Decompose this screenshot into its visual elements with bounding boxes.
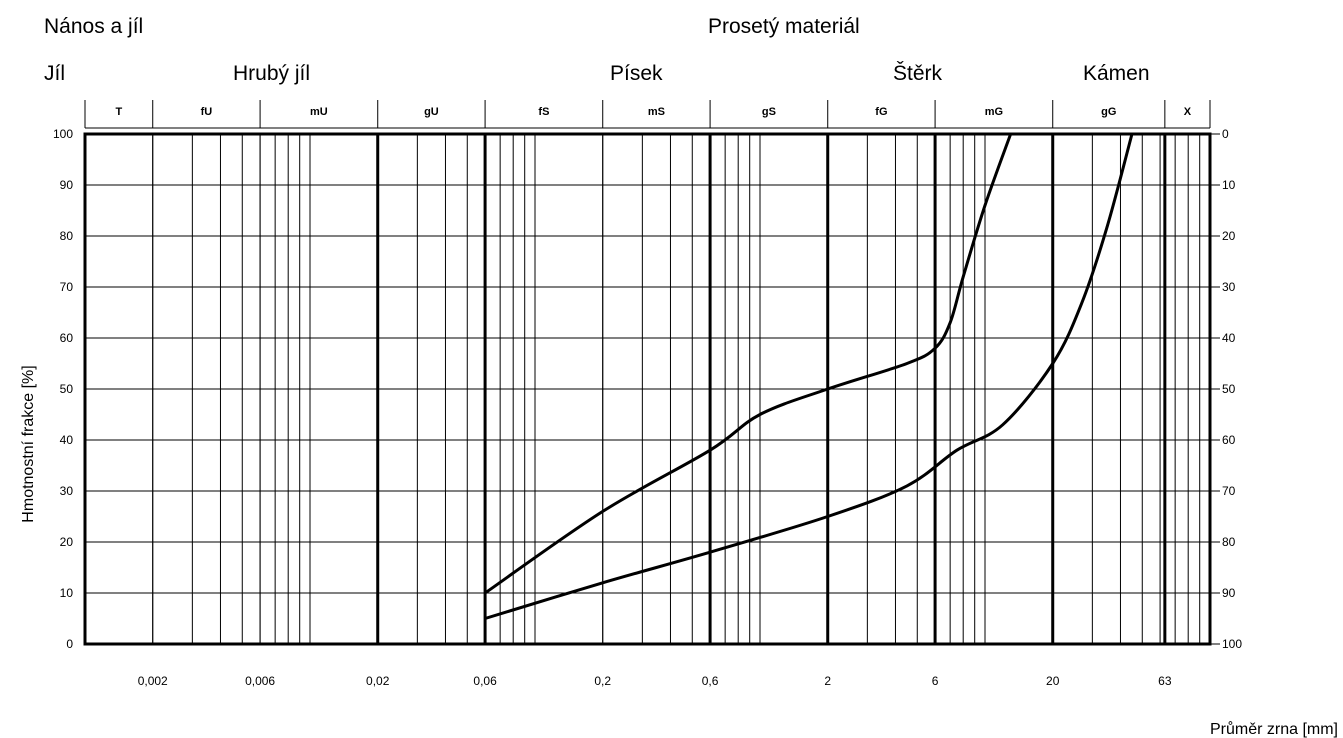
x-axis-labels: 0,002 0,006 0,02 0,06 0,2 0,6 2 6 20 63 [138,674,1172,688]
x-tick-label: 2 [824,674,831,688]
zone-label-mg: mG [985,106,1003,118]
x-tick-label: 0,6 [702,674,719,688]
y-left-tick-label: 10 [60,586,74,600]
y-left-tick-label: 30 [60,484,74,498]
y-right-tick-label: 70 [1222,484,1236,498]
zone-label-gg: gG [1101,106,1116,118]
header-right-title: Prosetý materiál [708,15,860,38]
zone-label-gs: gS [762,106,776,118]
x-tick-label: 0,2 [594,674,611,688]
zone-label-fu: fU [201,106,213,118]
x-tick-label: 0,002 [138,674,168,688]
grading-curves [484,133,1134,620]
y-left-tick-label: 50 [60,382,74,396]
y-left-tick-label: 20 [60,535,74,549]
group-label-kamen: Kámen [1083,62,1150,85]
y-left-tick-label: 80 [60,229,74,243]
zone-dividers [84,100,1211,128]
group-label-jil: Jíl [44,62,65,85]
x-axis-title: Průměr zrna [mm] [1210,720,1338,738]
y-right-tick-label: 50 [1222,382,1236,396]
y-left-tick-label: 0 [66,637,73,651]
group-label-sterk: Štěrk [893,62,943,85]
header-left-title: Nános a jíl [44,15,143,38]
zone-label-ms: mS [648,106,665,118]
x-tick-label: 0,02 [366,674,390,688]
x-tick-label: 63 [1158,674,1172,688]
x-tick-label: 0,06 [473,674,497,688]
zone-label-fs: fS [538,106,549,118]
y-axis-title: Hmotnostní frakce [%] [20,365,37,522]
zone-label-fg: fG [875,106,887,118]
y-right-tick-label: 100 [1222,637,1242,651]
y-left-tick-label: 60 [60,331,74,345]
zone-label-x: X [1184,106,1192,118]
y-axis-right-ticks [1210,133,1220,645]
y-right-tick-label: 20 [1222,229,1236,243]
y-axis-left-labels: 0 10 20 30 40 50 60 70 80 90 100 [53,127,73,651]
zone-label-gu: gU [424,106,439,118]
y-left-tick-label: 90 [60,178,74,192]
y-right-tick-label: 10 [1222,178,1236,192]
y-left-tick-label: 100 [53,127,73,141]
grading-curve-2 [484,133,1134,620]
y-right-tick-label: 30 [1222,280,1236,294]
x-tick-label: 0,006 [245,674,275,688]
y-right-tick-label: 80 [1222,535,1236,549]
y-right-tick-label: 40 [1222,331,1236,345]
y-left-tick-label: 40 [60,433,74,447]
group-label-pisek: Písek [610,62,663,85]
y-left-tick-label: 70 [60,280,74,294]
y-right-tick-label: 0 [1222,127,1229,141]
zone-label-t: T [115,106,122,118]
y-right-tick-label: 90 [1222,586,1236,600]
group-label-hruby-jil: Hrubý jíl [233,62,310,85]
x-tick-label: 20 [1046,674,1060,688]
horizontal-gridlines [85,184,1210,594]
y-right-tick-label: 60 [1222,433,1236,447]
x-tick-label: 6 [932,674,939,688]
zone-label-mu: mU [310,106,328,118]
grading-curve-1 [484,133,1013,595]
